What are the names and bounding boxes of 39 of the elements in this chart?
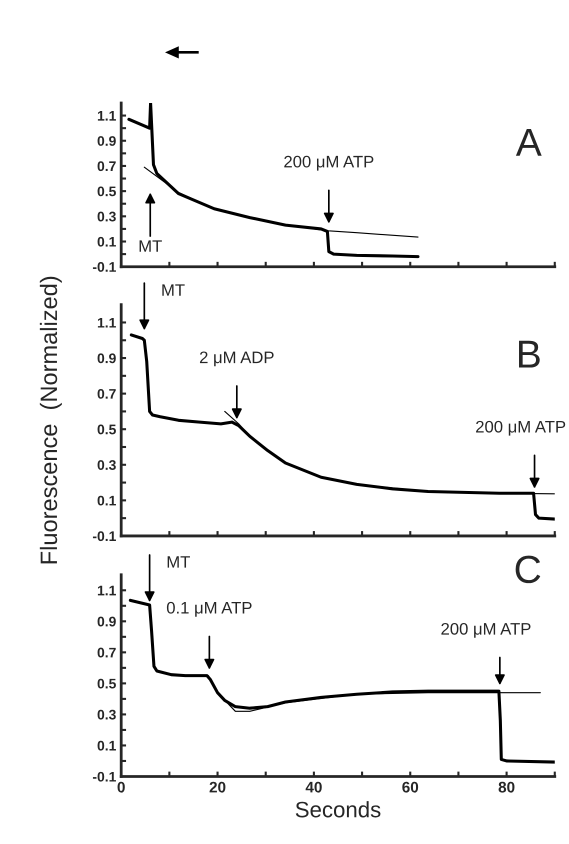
annotation: MT	[140, 240, 162, 252]
y-tick-label: 1.1	[98, 111, 116, 121]
y-tick-label: 0.3	[98, 460, 116, 470]
y-tick-label: 0.7	[98, 161, 116, 172]
y-tick-label: -0.1	[92, 262, 116, 272]
y-axis-title: Fluorescence (Normalized)	[40, 276, 62, 564]
annotation: B	[519, 340, 540, 368]
annotation: 0.1 μM ATP	[166, 602, 252, 617]
y-tick-label: 0.1	[98, 496, 116, 506]
y-tick-label: 0.7	[98, 648, 116, 658]
x-tick-label: 20	[210, 782, 226, 793]
y-tick-label: -0.1	[92, 531, 116, 542]
annotation: 200 μM ATP	[441, 622, 530, 638]
annotation: 200 μM ATP	[476, 420, 566, 436]
y-tick-label: 1.1	[98, 318, 116, 328]
annotation: 200 μM ATP	[284, 156, 374, 171]
y-tick-label: 0.9	[98, 353, 116, 364]
y-tick-label: 0.3	[98, 212, 116, 222]
x-tick-label: 60	[402, 782, 418, 793]
y-tick-label: 0.5	[98, 186, 116, 196]
x-tick-label: 80	[498, 782, 514, 793]
x-tick-label: 40	[306, 782, 322, 793]
y-tick-label: 0.9	[98, 616, 116, 626]
annotation: MT	[162, 284, 185, 296]
annotation: 2 μM ADP	[200, 351, 274, 366]
y-tick-label: 0.1	[98, 236, 116, 247]
annotation: A	[516, 128, 542, 156]
y-tick-label: 1.1	[98, 586, 116, 596]
y-tick-label: 0.3	[98, 710, 116, 720]
annotation: MT	[168, 556, 190, 568]
y-tick-label: 0.5	[98, 678, 116, 689]
y-tick-label: 0.1	[98, 740, 116, 751]
y-tick-label: -0.1	[92, 772, 116, 782]
annotation: C	[516, 556, 540, 584]
y-tick-label: 0.9	[98, 136, 116, 146]
x-tick-label: 0	[118, 782, 125, 793]
y-tick-label: 0.7	[98, 388, 116, 399]
x-axis-title: Seconds	[296, 801, 380, 818]
y-tick-label: 0.5	[98, 424, 116, 434]
